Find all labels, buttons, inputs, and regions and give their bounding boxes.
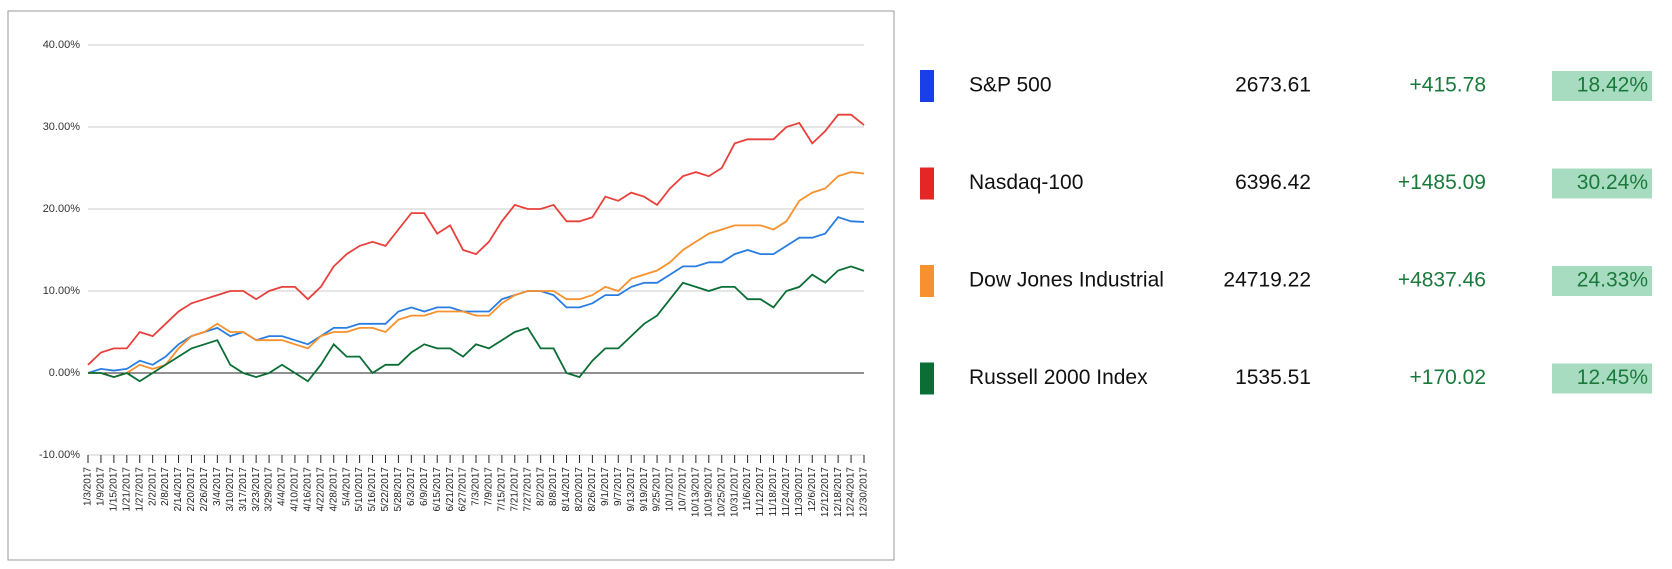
- index-name: Russell 2000 Index: [969, 366, 1148, 389]
- x-tick-label: 7/9/2017: [484, 467, 495, 506]
- x-tick-label: 7/21/2017: [509, 467, 520, 512]
- x-tick-label: 1/3/2017: [83, 467, 94, 506]
- x-tick-label: 10/13/2017: [691, 467, 702, 517]
- x-tick-label: 9/19/2017: [639, 467, 650, 512]
- x-tick-label: 3/17/2017: [238, 467, 249, 512]
- x-tick-label: 10/7/2017: [678, 467, 689, 512]
- x-tick-label: 2/20/2017: [186, 467, 197, 512]
- x-tick-label: 9/1/2017: [600, 467, 611, 506]
- x-tick-label: 6/21/2017: [445, 467, 456, 512]
- x-tick-label: 6/9/2017: [419, 467, 430, 506]
- chart-frame: [7, 10, 895, 561]
- index-change: +4837.46: [1398, 269, 1486, 292]
- index-price: 2673.61: [1235, 74, 1311, 97]
- x-tick-label: 6/27/2017: [458, 467, 469, 512]
- index-change: +415.78: [1410, 74, 1487, 97]
- x-tick-label: 12/6/2017: [807, 467, 818, 512]
- index-change: +170.02: [1410, 366, 1487, 389]
- x-tick-label: 8/8/2017: [548, 467, 559, 506]
- x-tick-label: 5/28/2017: [393, 467, 404, 512]
- series-line: [87, 113, 865, 366]
- x-tick-label: 6/15/2017: [432, 467, 443, 512]
- x-tick-label: 11/18/2017: [768, 467, 779, 517]
- x-tick-label: 2/2/2017: [147, 467, 158, 506]
- legend-swatch: [920, 70, 934, 102]
- x-tick-label: 7/3/2017: [471, 467, 482, 506]
- y-tick-label: 20.00%: [43, 203, 81, 215]
- x-tick-label: 12/12/2017: [820, 467, 831, 517]
- index-name: Nasdaq-100: [969, 171, 1083, 194]
- y-tick-label: 40.00%: [43, 39, 81, 51]
- percent-cell: [1552, 168, 1652, 199]
- legend-swatch: [920, 362, 934, 395]
- x-tick-label: 1/9/2017: [96, 467, 107, 506]
- x-tick-label: 3/10/2017: [225, 467, 236, 512]
- x-tick-label: 1/21/2017: [121, 467, 132, 512]
- index-price: 6396.42: [1235, 171, 1311, 194]
- x-tick-label: 9/13/2017: [626, 467, 637, 512]
- index-price: 1535.51: [1235, 366, 1311, 389]
- x-tick-label: 9/25/2017: [652, 467, 663, 512]
- y-tick-label: -10.00%: [39, 449, 80, 461]
- x-tick-label: 10/1/2017: [665, 467, 676, 512]
- x-tick-label: 12/30/2017: [859, 467, 870, 517]
- x-tick-label: 2/26/2017: [199, 467, 210, 512]
- x-tick-label: 5/10/2017: [354, 467, 365, 512]
- series-line: [88, 171, 865, 379]
- x-tick-label: 11/24/2017: [781, 467, 792, 517]
- x-tick-label: 10/31/2017: [729, 467, 740, 517]
- x-tick-label: 5/4/2017: [341, 467, 352, 506]
- x-tick-label: 2/8/2017: [160, 467, 171, 506]
- x-tick-label: 8/2/2017: [535, 467, 546, 506]
- x-tick-label: 6/3/2017: [406, 467, 417, 506]
- index-name: S&P 500: [969, 74, 1052, 97]
- x-tick-label: 1/15/2017: [109, 467, 120, 512]
- x-tick-label: 4/22/2017: [315, 467, 326, 512]
- x-tick-label: 7/27/2017: [522, 467, 533, 512]
- index-percent: 30.24%: [1577, 171, 1648, 194]
- series-line: [88, 265, 865, 383]
- x-tick-label: 3/4/2017: [212, 467, 223, 506]
- x-tick-label: 3/29/2017: [264, 467, 275, 512]
- index-percent: 12.45%: [1577, 366, 1648, 389]
- x-tick-label: 4/16/2017: [303, 467, 314, 512]
- x-tick-label: 12/24/2017: [846, 467, 857, 517]
- x-tick-label: 11/30/2017: [794, 467, 805, 517]
- x-tick-label: 4/10/2017: [290, 467, 301, 512]
- y-tick-label: 10.00%: [43, 285, 81, 297]
- x-tick-label: 5/16/2017: [367, 467, 378, 512]
- x-tick-label: 8/14/2017: [561, 467, 572, 512]
- x-tick-label: 2/14/2017: [173, 467, 184, 512]
- index-price: 24719.22: [1223, 269, 1311, 292]
- x-tick-label: 8/26/2017: [587, 467, 598, 512]
- x-tick-label: 1/27/2017: [134, 467, 145, 512]
- index-name: Dow Jones Industrial: [969, 269, 1164, 292]
- x-tick-label: 10/19/2017: [703, 467, 714, 517]
- percent-cell: [1552, 266, 1652, 296]
- x-tick-label: 4/28/2017: [328, 467, 339, 512]
- series-line: [87, 216, 865, 374]
- x-tick-label: 8/20/2017: [574, 467, 585, 512]
- y-tick-label: 0.00%: [49, 367, 80, 379]
- legend-swatch: [920, 167, 934, 200]
- x-tick-label: 11/12/2017: [755, 467, 766, 517]
- legend-swatch: [920, 265, 934, 297]
- percent-cell: [1552, 71, 1652, 101]
- index-percent: 24.33%: [1577, 269, 1648, 292]
- x-tick-label: 7/15/2017: [497, 467, 508, 512]
- x-tick-label: 3/23/2017: [251, 467, 262, 512]
- x-tick-label: 10/25/2017: [716, 467, 727, 517]
- x-tick-label: 9/7/2017: [613, 467, 624, 506]
- x-tick-label: 12/18/2017: [833, 467, 844, 517]
- percent-cell: [1552, 363, 1652, 394]
- x-tick-label: 4/4/2017: [277, 467, 288, 506]
- y-tick-label: 30.00%: [43, 121, 81, 133]
- index-percent: 18.42%: [1577, 74, 1648, 97]
- index-change: +1485.09: [1398, 171, 1486, 194]
- x-tick-label: 5/22/2017: [380, 467, 391, 512]
- x-tick-label: 11/6/2017: [742, 467, 753, 511]
